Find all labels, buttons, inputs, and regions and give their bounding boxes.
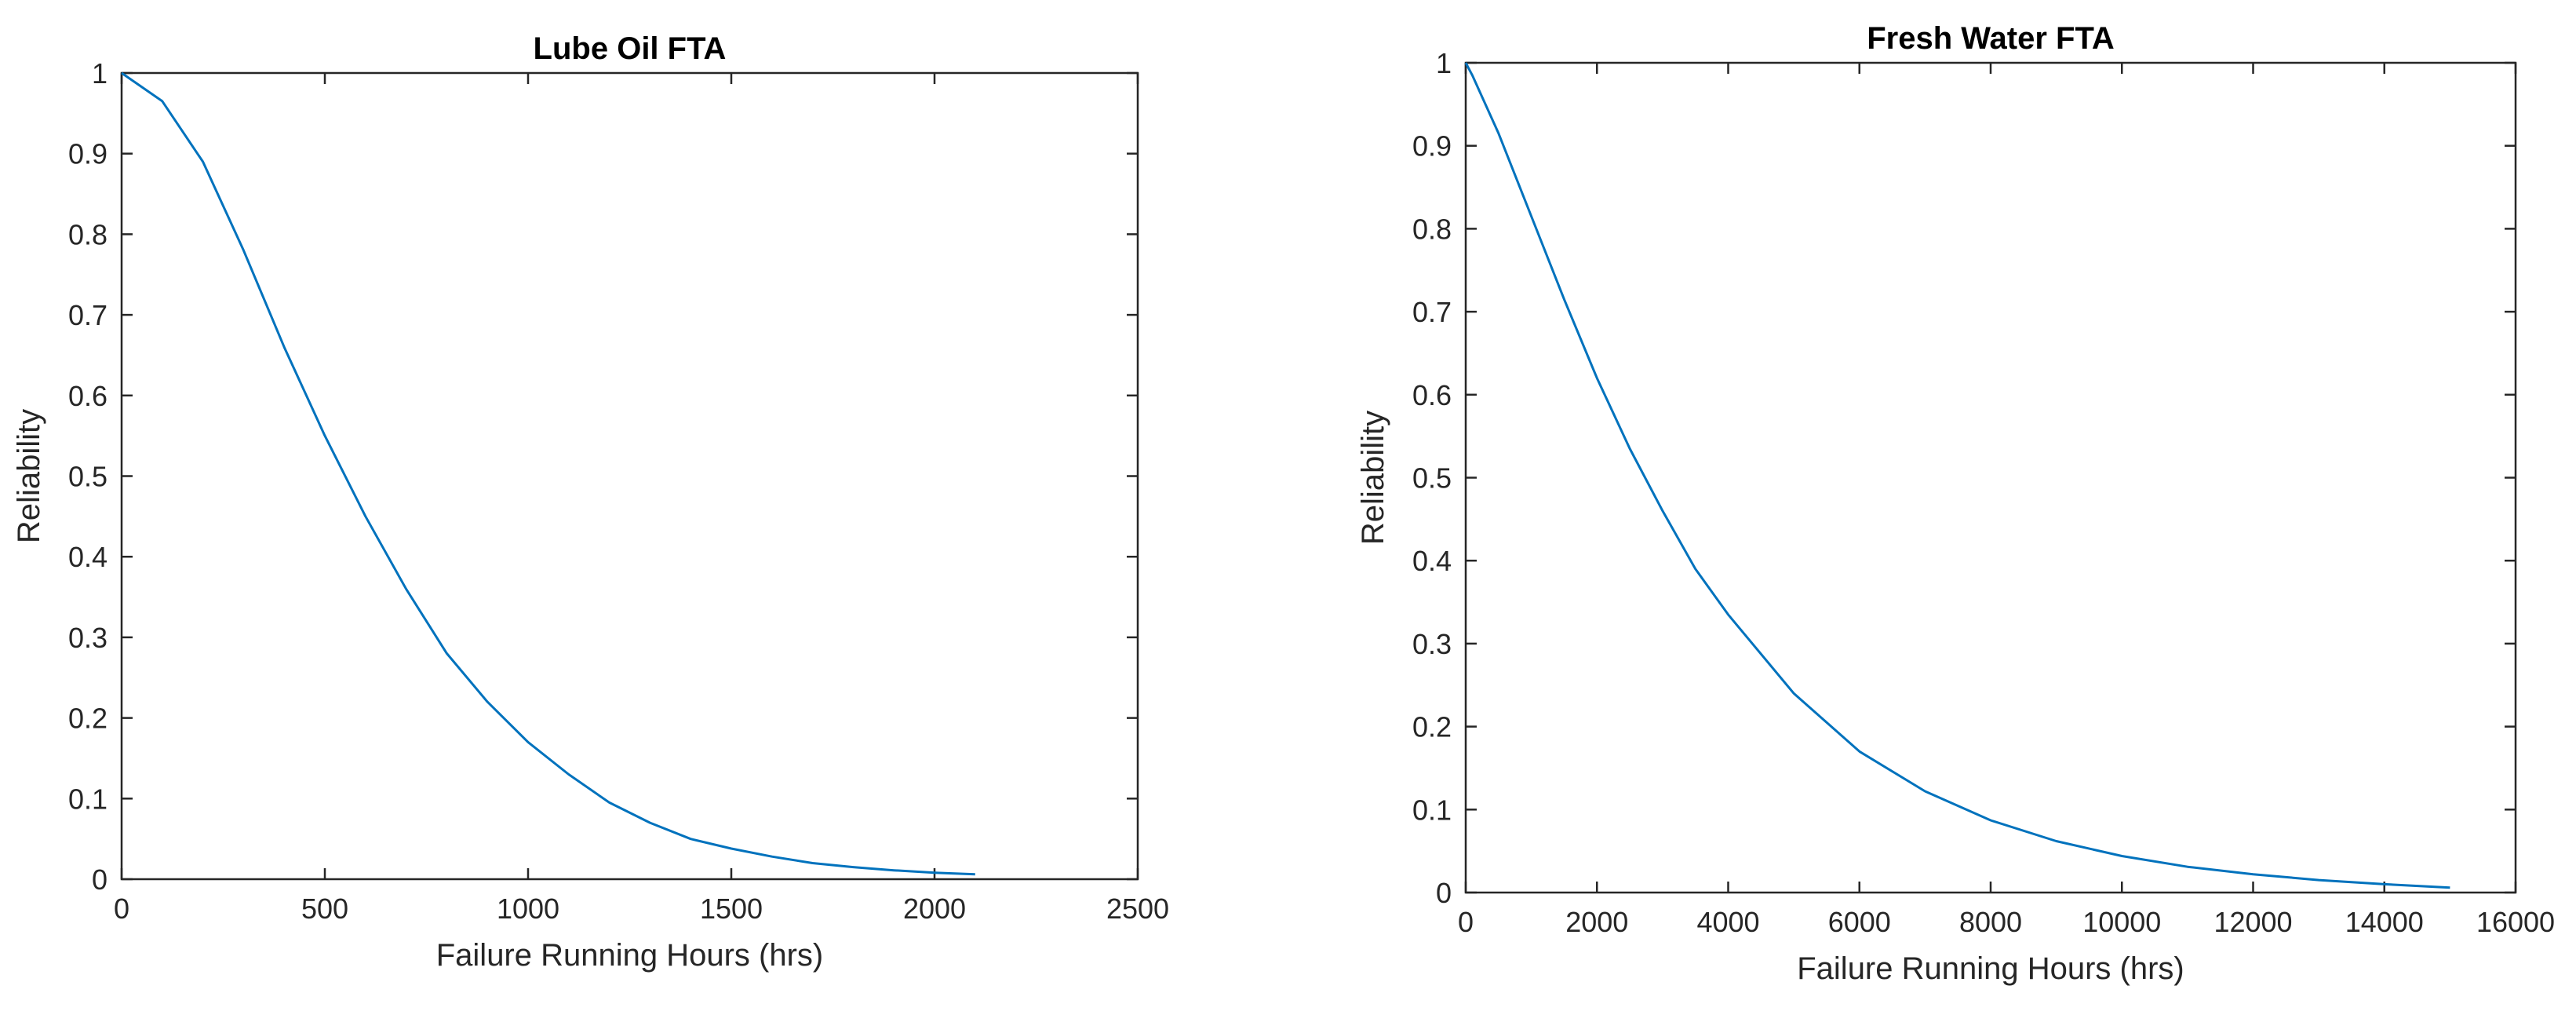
y-tick-label: 0.6 (1412, 379, 1452, 411)
x-tick-label: 8000 (1959, 906, 2022, 938)
y-tick-label: 0.4 (68, 541, 107, 573)
x-tick-label: 12000 (2213, 906, 2292, 938)
x-tick-label: 2000 (1565, 906, 1628, 938)
y-tick-label: 0.2 (1412, 711, 1452, 743)
y-tick-labels: 0 0.1 0.2 0.3 0.4 0.5 0.6 0.7 0.8 0.9 1 (68, 57, 107, 896)
x-tick-labels: 0 2000 4000 6000 8000 10000 12000 14000 16000 (1458, 906, 2555, 938)
y-tick-label: 0.2 (68, 703, 107, 735)
y-tick-label: 0 (92, 863, 107, 896)
chart-title: Fresh Water FTA (1867, 21, 2115, 56)
x-tick-label: 1000 (497, 893, 559, 925)
y-tick-label: 0 (1436, 877, 1452, 909)
y-tick-label: 0.8 (1412, 213, 1452, 245)
x-tick-labels: 0 500 1000 1500 2000 2500 (114, 893, 1169, 925)
y-tick-label: 0.7 (68, 299, 107, 331)
x-tick-label: 14000 (2345, 906, 2424, 938)
y-tick-labels: 0 0.1 0.2 0.3 0.4 0.5 0.6 0.7 0.8 0.9 1 (1412, 47, 1452, 909)
x-tick-label: 500 (301, 893, 348, 925)
lube-oil-chart: 0 500 1000 1500 2000 2500 0 0.1 0.2 0.3 0.4 0.5 0.6… (12, 31, 1169, 973)
x-tick-label: 1500 (700, 893, 763, 925)
fresh-water-chart: 0 2000 4000 6000 8000 10000 12000 14000 16000 00… (1356, 21, 2555, 986)
y-tick-label: 0.1 (1412, 794, 1452, 826)
y-tick-label: 0.3 (1412, 628, 1452, 660)
x-tick-label: 2000 (903, 893, 966, 925)
x-axis-label: Failure Running Hours (hrs) (1797, 951, 2184, 986)
y-tick-label: 0.7 (1412, 296, 1452, 328)
plot-area (120, 71, 1139, 881)
x-tick-label: 2500 (1106, 893, 1169, 925)
y-tick-label: 0.9 (68, 138, 107, 170)
plot-area (1464, 61, 2517, 894)
y-tick-label: 0.5 (68, 461, 107, 493)
x-tick-label: 4000 (1696, 906, 1759, 938)
y-tick-label: 0.1 (68, 783, 107, 815)
y-tick-label: 0.5 (1412, 462, 1452, 495)
x-axis-label: Failure Running Hours (hrs) (436, 938, 824, 973)
y-tick-label: 0.4 (1412, 545, 1452, 577)
y-tick-label: 0.6 (68, 380, 107, 412)
y-tick-label: 0.8 (68, 218, 107, 250)
y-tick-label: 0.9 (1412, 130, 1452, 162)
chart-title: Lube Oil FTA (534, 31, 727, 66)
x-tick-label: 6000 (1828, 906, 1891, 938)
y-axis-label: Reliability (12, 409, 46, 543)
y-tick-label: 0.3 (68, 622, 107, 654)
y-tick-label: 1 (92, 57, 107, 89)
x-tick-label: 10000 (2082, 906, 2161, 938)
tick-marks (120, 71, 1139, 881)
reliability-line (1464, 62, 2450, 889)
x-tick-label: 0 (1458, 906, 1474, 938)
x-tick-label: 0 (114, 893, 129, 925)
y-tick-label: 1 (1436, 47, 1452, 79)
y-axis-label: Reliability (1356, 411, 1390, 545)
reliability-line (121, 71, 975, 876)
tick-marks (1464, 61, 2517, 894)
x-tick-label: 16000 (2476, 906, 2555, 938)
